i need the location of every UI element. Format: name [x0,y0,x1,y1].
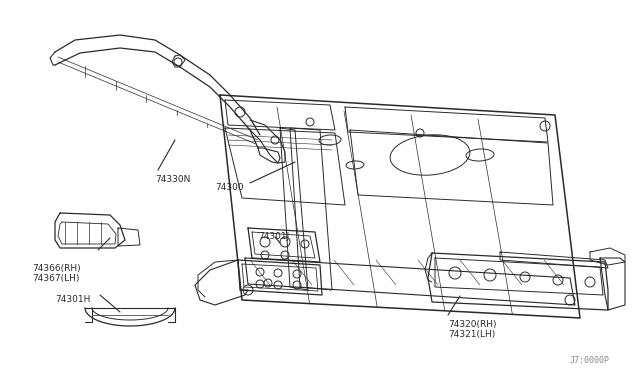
Text: J7:0000P: J7:0000P [570,356,610,365]
Text: 74366(RH)
74367(LH): 74366(RH) 74367(LH) [32,264,81,283]
Text: 74301H: 74301H [55,295,90,304]
Text: 74301J: 74301J [258,232,289,241]
Text: 74330N: 74330N [155,175,190,184]
Text: 74320(RH)
74321(LH): 74320(RH) 74321(LH) [448,320,497,339]
Text: 74300: 74300 [215,183,244,192]
